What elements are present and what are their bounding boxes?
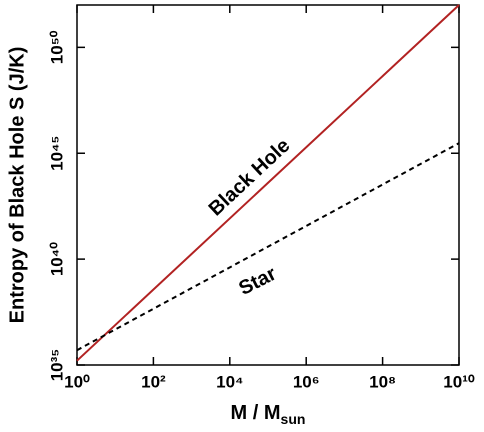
x-tick-label: 10¹⁰ [443, 372, 475, 391]
x-axis-label-main: M / M [231, 402, 281, 424]
series-line [76, 4, 460, 362]
series-line [76, 142, 460, 352]
x-axis-label: M / Msun [231, 402, 306, 426]
plot-frame [76, 4, 460, 366]
x-tick-label: 10⁶ [293, 372, 320, 391]
series-label: Black Hole [205, 135, 295, 221]
x-tick-label: 10⁰ [64, 372, 90, 391]
y-tick-label: 10³⁵ [47, 349, 66, 382]
x-tick-label: 10⁴ [216, 372, 243, 391]
y-tick-label: 10⁴⁰ [47, 242, 66, 276]
y-tick-label: 10⁴⁵ [47, 136, 66, 171]
y-axis-label: Entropy of Black Hole S (J/K) [6, 47, 28, 324]
x-tick-label: 10⁸ [369, 372, 396, 391]
series-label: Star [235, 263, 280, 300]
x-tick-label: 10² [141, 372, 166, 391]
y-tick-label: 10⁵⁰ [47, 30, 66, 64]
x-axis-label-sub: sun [281, 411, 306, 427]
